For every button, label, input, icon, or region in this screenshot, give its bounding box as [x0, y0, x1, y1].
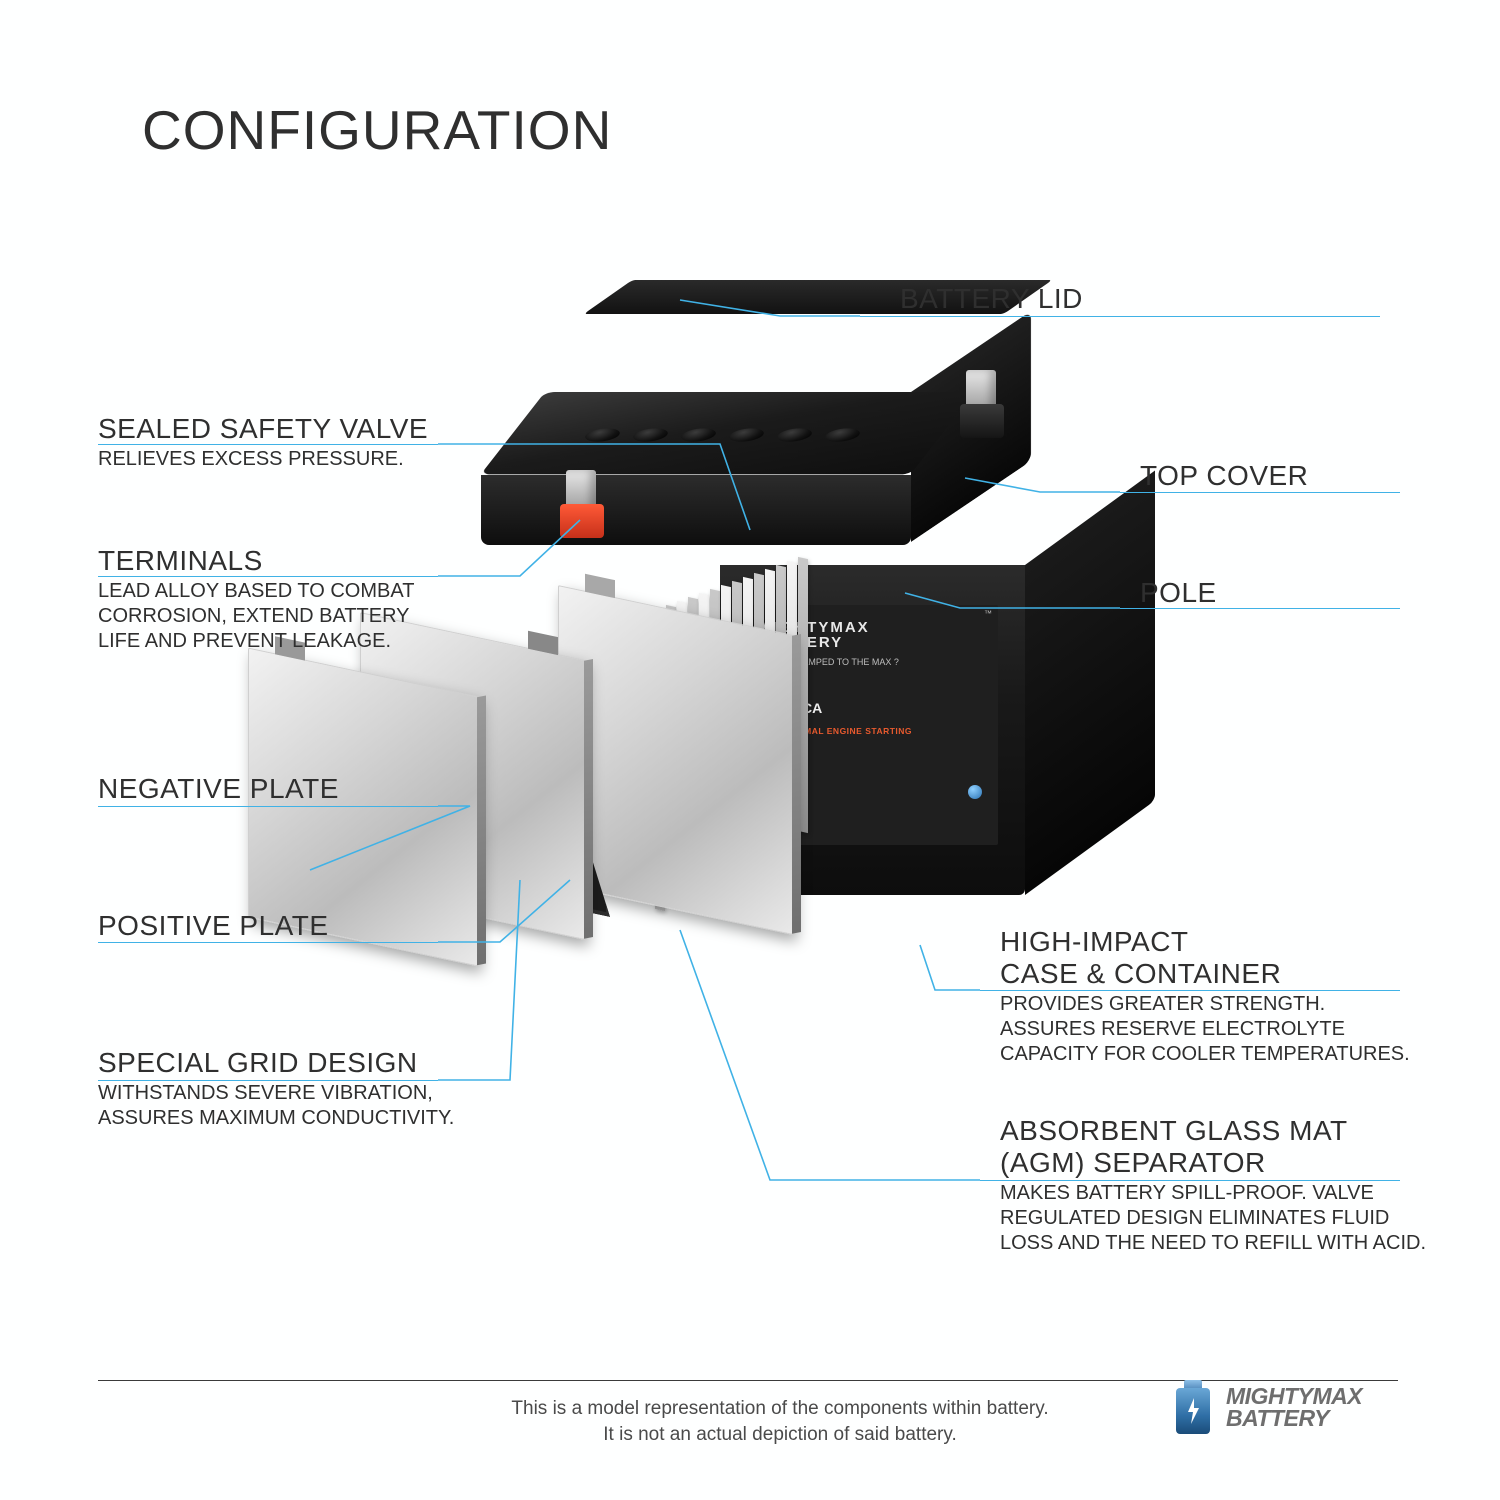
callout-high_impact: HIGH-IMPACT CASE & CONTAINERPROVIDES GRE… — [1000, 926, 1410, 1067]
callout-agm: ABSORBENT GLASS MAT (AGM) SEPARATORMAKES… — [1000, 1115, 1426, 1256]
terminal-negative — [960, 370, 1004, 440]
diagram-stage: CONFIGURATION ™ MIGHTYMAX BATTERY ARE YO… — [0, 0, 1500, 1500]
callout-battery_lid: BATTERY LID — [900, 283, 1083, 315]
callout-grid: SPECIAL GRID DESIGNWITHSTANDS SEVERE VIB… — [98, 1047, 454, 1131]
disclaimer-line-2: It is not an actual depiction of said ba… — [420, 1422, 1140, 1448]
callout-desc: PROVIDES GREATER STRENGTH. ASSURES RESER… — [1000, 992, 1410, 1067]
callout-title: BATTERY LID — [900, 283, 1083, 315]
recycle-dot-icon — [968, 785, 982, 799]
callout-desc: MAKES BATTERY SPILL-PROOF. VALVE REGULAT… — [1000, 1181, 1426, 1256]
callout-title: NEGATIVE PLATE — [98, 773, 339, 805]
callout-desc: WITHSTANDS SEVERE VIBRATION, ASSURES MAX… — [98, 1081, 454, 1131]
brand-logo: MIGHTYMAX BATTERY — [1170, 1378, 1362, 1438]
logo-text-2: BATTERY — [1226, 1408, 1362, 1430]
page-title: CONFIGURATION — [142, 98, 612, 162]
callout-pos_plate: POSITIVE PLATE — [98, 910, 329, 942]
top-cover — [545, 392, 975, 552]
disclaimer: This is a model representation of the co… — [420, 1396, 1140, 1447]
callout-pole: POLE — [1140, 577, 1217, 609]
battery-icon — [1170, 1378, 1216, 1438]
trademark: ™ — [984, 609, 992, 618]
callout-top_cover: TOP COVER — [1140, 460, 1308, 492]
callout-title: POSITIVE PLATE — [98, 910, 329, 942]
callout-desc: LEAD ALLOY BASED TO COMBAT CORROSION, EX… — [98, 579, 414, 654]
callout-terminals: TERMINALSLEAD ALLOY BASED TO COMBAT CORR… — [98, 545, 414, 654]
callout-underline — [980, 1180, 1400, 1181]
callout-title: POLE — [1140, 577, 1217, 609]
callout-safety_valve: SEALED SAFETY VALVERELIEVES EXCESS PRESS… — [98, 413, 428, 472]
callout-underline — [98, 576, 438, 577]
callout-desc: RELIEVES EXCESS PRESSURE. — [98, 447, 428, 472]
callout-underline — [98, 444, 438, 445]
disclaimer-line-1: This is a model representation of the co… — [420, 1396, 1140, 1422]
callout-underline — [860, 316, 1380, 317]
callout-underline — [98, 806, 438, 807]
terminal-positive — [560, 470, 604, 540]
callout-title: ABSORBENT GLASS MAT (AGM) SEPARATOR — [1000, 1115, 1426, 1179]
callout-title: SEALED SAFETY VALVE — [98, 413, 428, 445]
callout-title: TOP COVER — [1140, 460, 1308, 492]
callout-underline — [98, 942, 438, 943]
callout-underline — [1120, 608, 1400, 609]
callout-title: HIGH-IMPACT CASE & CONTAINER — [1000, 926, 1410, 990]
callout-underline — [980, 990, 1400, 991]
callout-neg_plate: NEGATIVE PLATE — [98, 773, 339, 805]
callout-underline — [1120, 492, 1400, 493]
callout-underline — [98, 1080, 438, 1081]
callout-title: TERMINALS — [98, 545, 414, 577]
callout-title: SPECIAL GRID DESIGN — [98, 1047, 454, 1079]
